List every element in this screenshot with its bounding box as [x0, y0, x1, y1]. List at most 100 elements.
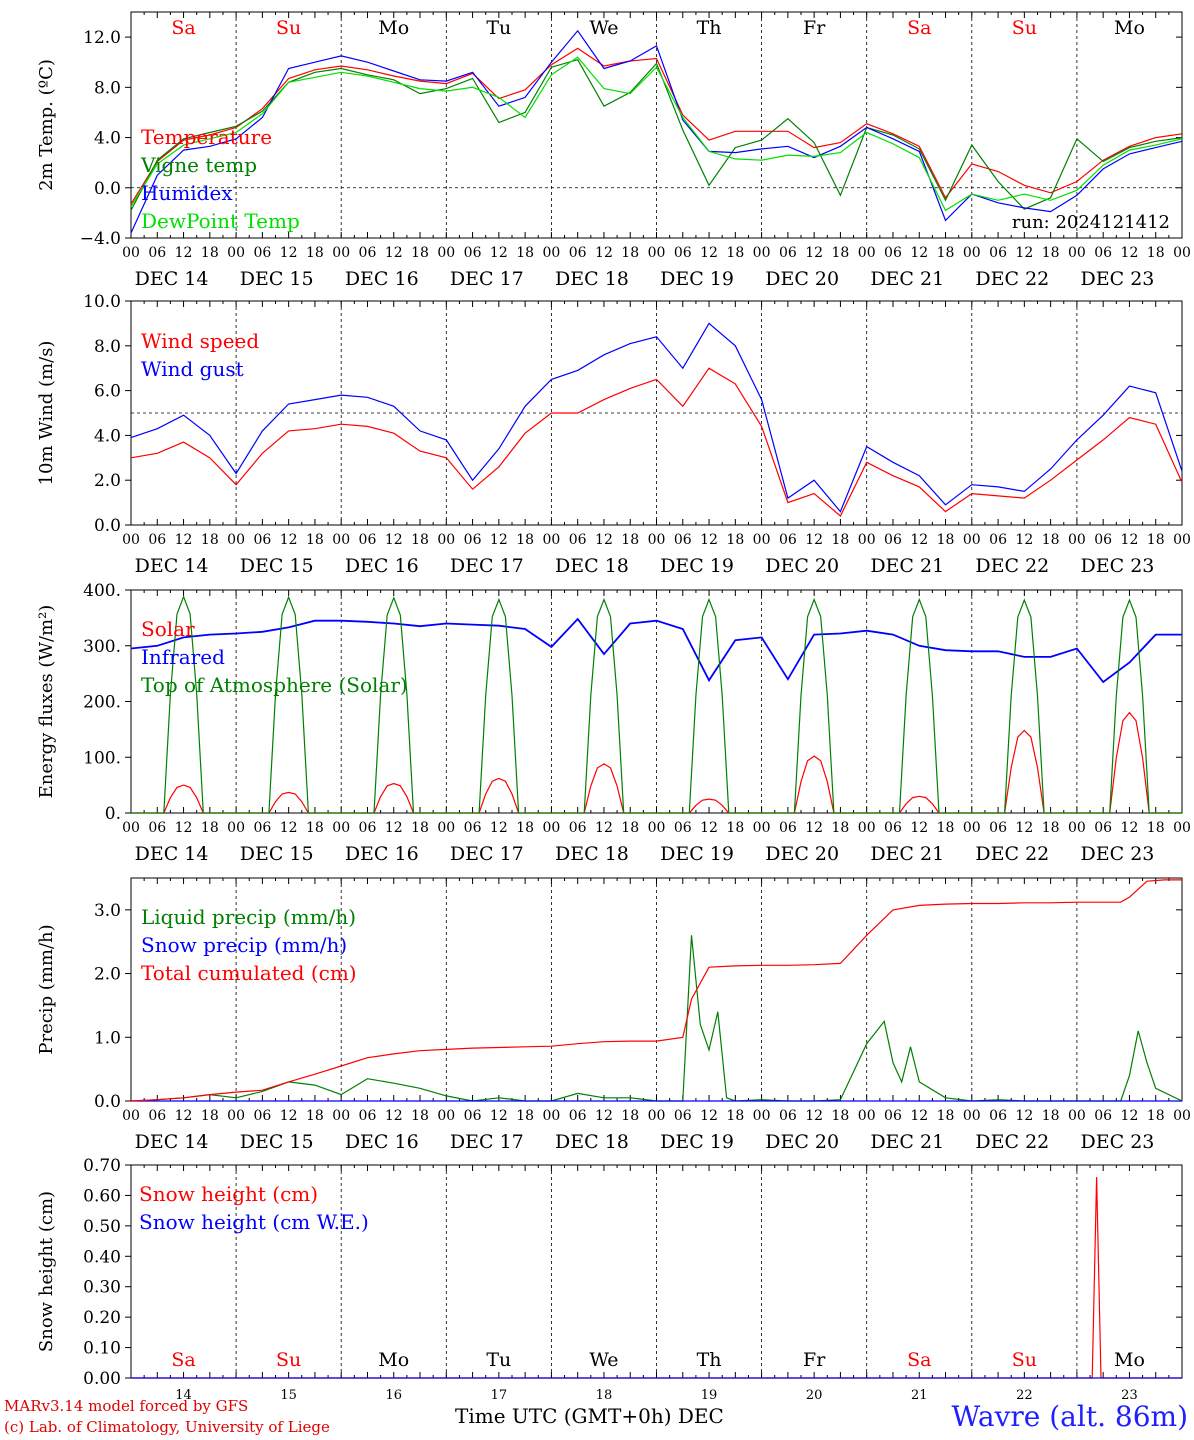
panel-4: 3.0 2.0 1.0 0.0 Precip (mm/h) 00 06 12 18 DEC 14 0…: [36, 877, 1191, 1153]
hour-tick-label: 18: [726, 1108, 744, 1124]
date-label: DEC 23: [1081, 1131, 1155, 1153]
y-tick-label: 0.0: [94, 1092, 121, 1112]
weekday-label: Sa: [907, 1349, 931, 1371]
y-tick-label: 0.60: [83, 1186, 121, 1206]
hour-tick-label: 18: [621, 1108, 639, 1124]
hour-tick-label: 06: [359, 1108, 377, 1124]
hour-tick-label: 18: [411, 820, 429, 836]
y-tick-label: 6.0: [94, 382, 121, 402]
hour-tick-label: 18: [201, 245, 219, 261]
hour-tick-label: 06: [569, 820, 587, 836]
day-number-label: 18: [596, 1388, 613, 1403]
hour-tick-label: 06: [253, 1108, 271, 1124]
hour-tick-label: 00: [1173, 820, 1191, 836]
hour-tick-label: 00: [542, 1108, 560, 1124]
legend-entry: Wind gust: [141, 357, 244, 381]
y-axis-label: Energy fluxes (W/m²): [36, 605, 57, 799]
legend-entry: Vigne temp: [140, 153, 257, 177]
hour-tick-label: 12: [1121, 532, 1139, 548]
hour-tick-label: 18: [201, 820, 219, 836]
date-label: DEC 18: [555, 555, 629, 577]
hour-tick-label: 12: [595, 245, 613, 261]
series-line-wind-gust: [130, 322, 1183, 513]
hour-tick-label: 00: [753, 245, 771, 261]
legend-entry: Total cumulated (cm): [141, 961, 357, 985]
weekday-label: Su: [1012, 17, 1037, 39]
hour-tick-label: 06: [884, 532, 902, 548]
date-label: DEC 22: [975, 1131, 1049, 1153]
hour-tick-label: 00: [753, 820, 771, 836]
hour-tick-label: 12: [175, 1108, 193, 1124]
hour-tick-label: 12: [385, 245, 403, 261]
hour-tick-label: 00: [963, 1108, 981, 1124]
hour-tick-label: 12: [385, 820, 403, 836]
legend-entry: Snow height (cm W.E.): [139, 1210, 369, 1234]
legend-entry: Snow precip (mm/h): [141, 933, 347, 957]
y-tick-label: 400.: [83, 581, 121, 601]
y-tick-label: 12.0: [83, 28, 121, 48]
panel-1: 12.0 8.0 4.0 0.0 −4.0 2m Temp. (ºC) 00 06 12 18 DE…: [36, 11, 1191, 290]
hour-tick-label: 12: [385, 1108, 403, 1124]
weekday-label: Su: [276, 17, 301, 39]
date-label: DEC 17: [450, 1131, 524, 1153]
hour-tick-label: 00: [122, 532, 140, 548]
date-label: DEC 17: [450, 268, 524, 290]
hour-tick-label: 06: [253, 532, 271, 548]
hour-tick-label: 00: [963, 245, 981, 261]
date-label: DEC 16: [345, 555, 419, 577]
hour-tick-label: 00: [1173, 1108, 1191, 1124]
date-label: DEC 15: [240, 555, 314, 577]
weekday-label: Su: [276, 1349, 301, 1371]
hour-tick-label: 06: [1094, 532, 1112, 548]
date-label: DEC 18: [555, 268, 629, 290]
hour-tick-label: 00: [227, 820, 245, 836]
date-label: DEC 19: [660, 1131, 734, 1153]
y-tick-label: 4.0: [94, 426, 121, 446]
hour-tick-label: 12: [490, 820, 508, 836]
date-label: DEC 16: [345, 843, 419, 865]
day-number-label: 20: [806, 1388, 823, 1403]
day-number-label: 21: [911, 1388, 928, 1403]
hour-tick-label: 06: [674, 245, 692, 261]
hour-tick-label: 12: [805, 532, 823, 548]
date-label: DEC 21: [870, 268, 944, 290]
hour-tick-label: 18: [1147, 1108, 1165, 1124]
hour-tick-label: 12: [700, 532, 718, 548]
weekday-label: Th: [697, 17, 722, 39]
hour-tick-label: 06: [989, 1108, 1007, 1124]
weekday-label: Tu: [486, 1349, 511, 1371]
date-label: DEC 20: [765, 1131, 839, 1153]
hour-tick-label: 00: [1068, 532, 1086, 548]
hour-tick-label: 06: [1094, 820, 1112, 836]
hour-tick-label: 00: [332, 820, 350, 836]
hour-tick-label: 12: [595, 1108, 613, 1124]
date-label: DEC 22: [975, 843, 1049, 865]
hour-tick-label: 06: [148, 1108, 166, 1124]
hour-tick-label: 18: [832, 1108, 850, 1124]
hour-tick-label: 00: [227, 245, 245, 261]
hour-tick-label: 06: [148, 820, 166, 836]
series-line-temperature: [130, 47, 1183, 205]
y-tick-label: −4.0: [80, 229, 121, 249]
weekday-label: Mo: [378, 17, 409, 39]
hour-tick-label: 12: [1121, 820, 1139, 836]
y-tick-label: 0.10: [83, 1339, 121, 1359]
y-axis-label: 2m Temp. (ºC): [36, 59, 57, 191]
hour-tick-label: 18: [621, 532, 639, 548]
hour-tick-label: 12: [700, 820, 718, 836]
y-tick-label: 4.0: [94, 129, 121, 149]
y-tick-label: 0.0: [94, 179, 121, 199]
hour-tick-label: 00: [332, 1108, 350, 1124]
hour-tick-label: 06: [464, 1108, 482, 1124]
hour-tick-label: 00: [437, 1108, 455, 1124]
legend-entry: DewPoint Temp: [141, 209, 300, 233]
hour-tick-label: 12: [910, 245, 928, 261]
hour-tick-label: 06: [569, 1108, 587, 1124]
hour-tick-label: 00: [858, 820, 876, 836]
hour-tick-label: 12: [490, 532, 508, 548]
series-line-total-cumulated-cm-: [130, 879, 1182, 1102]
hour-tick-label: 00: [437, 820, 455, 836]
hour-tick-label: 00: [227, 532, 245, 548]
legend-entry: Snow height (cm): [139, 1182, 318, 1206]
day-number-label: 17: [491, 1388, 508, 1403]
